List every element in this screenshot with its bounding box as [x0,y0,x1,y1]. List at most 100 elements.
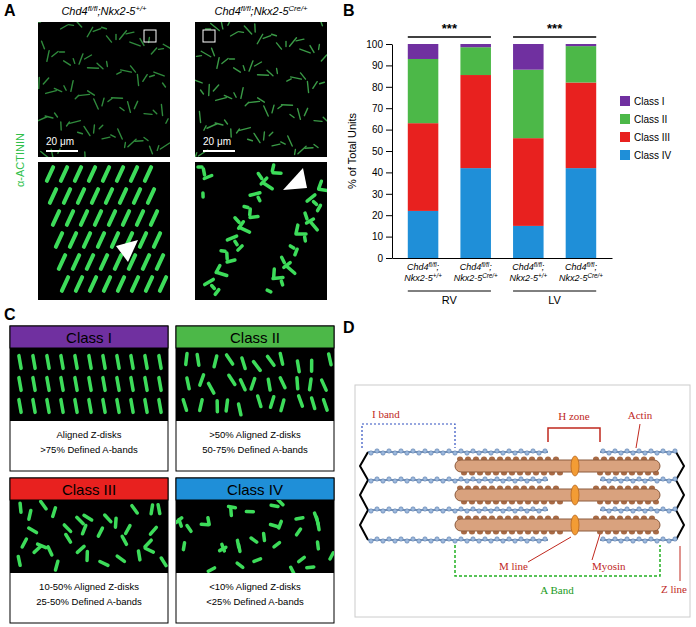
actin-bead [489,509,493,513]
actin-bead [619,539,623,543]
z-disk [81,211,87,225]
bar-segment [408,123,439,211]
actinin-signal [237,129,240,133]
z-disk [315,513,317,520]
actin-bead [531,477,535,481]
pointer [528,537,571,562]
actin-bead [607,539,611,543]
z-disk [280,378,285,388]
actin-bead [459,507,463,511]
z-disk [151,211,157,225]
z-disk [131,400,133,413]
actinin-signal [296,39,304,41]
tick-mark [386,44,392,45]
actinin-signal [225,120,228,124]
actin-bead [381,539,385,543]
h-zone-bracket [548,428,600,442]
z-disk [48,547,52,555]
class-criteria: >50% Aligned Z-disks [209,429,301,440]
column-title: Chd4fl/fl;Nkx2-5+/+ [61,4,147,18]
z-disk [258,396,261,407]
actin-bead [513,479,517,483]
z-disk [76,277,82,291]
z-disk [55,561,57,570]
actinin-signal [102,27,107,29]
z-disk [47,356,49,369]
z-disk [56,233,62,247]
actin-bead [625,449,629,453]
z-disk [240,380,245,390]
actinin-signal [300,73,305,79]
actinin-signal [321,55,326,61]
z-disk [186,354,187,365]
actinin-signal [153,110,157,114]
z-disk [19,378,21,391]
actinin-signal [257,34,263,44]
z-disk [89,378,91,391]
actin-bead [531,537,535,541]
scale-bar [203,150,235,152]
tick-mark [386,215,392,216]
z-disk [268,379,270,390]
group-label: LV [548,294,561,306]
diagram-label: H zone [558,410,590,422]
z-disk [50,189,56,203]
actinin-signal [61,25,68,29]
actin-bead [673,449,677,453]
actinin-signal [300,49,310,53]
z-disk [151,505,152,514]
text-part: +/+ [433,271,442,278]
actinin-signal [120,108,124,111]
z-disk [19,400,21,413]
actin-bead [423,507,427,511]
actinin-signal [272,105,274,113]
actinin-signal [234,93,236,97]
actinin-signal [161,105,162,116]
diagram-frame [355,385,690,617]
z-disk [238,246,242,250]
actin-bead [661,477,665,481]
actin-bead [375,477,379,481]
actin-bead [393,509,397,513]
diagram-label: A Band [540,584,574,596]
z-disk [296,232,306,236]
z-disk [291,567,294,573]
actinin-signal [241,88,243,99]
z-disk [154,233,160,247]
actin-bead [643,509,647,513]
image-background [176,500,334,573]
axis-line [392,45,393,259]
actin-bead [435,507,439,511]
actinin-signal [298,109,301,120]
z-disk [123,211,129,225]
actin-bead [519,477,523,481]
actin-bead [631,451,635,455]
class-box [10,478,168,623]
actinin-signal [73,59,75,64]
actin-bead [613,537,617,541]
actin-bead [649,449,653,453]
z-disk [75,356,77,369]
z-disk [117,356,119,369]
actinin-signal [38,117,47,121]
z-disk [34,546,41,552]
tick-label: 50 [372,146,384,157]
actinin-signal [97,63,103,68]
z-disk [117,556,124,561]
diagram-label: Myosin [592,560,626,572]
z-disk [287,267,295,274]
z-disk [250,215,258,219]
arrowhead [116,240,138,262]
text-part: Nkx2-5 [454,273,484,283]
actinin-signal [134,101,137,108]
actin-bead [375,507,379,511]
z-disk [82,525,85,533]
z-disk [203,169,204,175]
actinin-signal [94,99,98,109]
panel-label: C [4,306,16,323]
z-disk [258,197,260,201]
actin-bead [417,479,421,483]
bars [408,44,596,258]
z-disk [262,533,266,540]
tick-mark [386,65,392,66]
